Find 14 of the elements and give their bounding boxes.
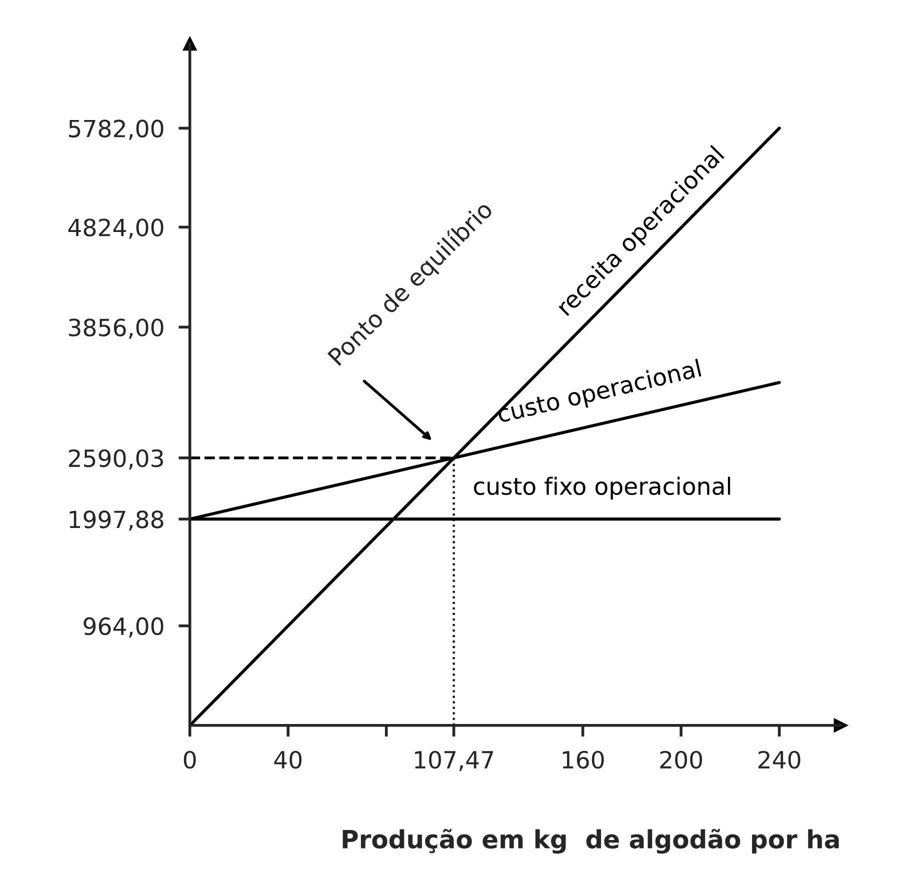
- x-tick-label: 40: [274, 750, 302, 769]
- y-tick-label: 964,00: [84, 617, 164, 638]
- series-label: custo fixo operacional: [474, 476, 730, 500]
- x-tick-label: 200: [660, 750, 702, 769]
- y-tick-label: 5782,00: [69, 120, 164, 140]
- y-tick-label: 3856,00: [69, 318, 164, 339]
- y-tick-label: 2590,03: [68, 449, 163, 470]
- x-tick-label: 160: [562, 750, 604, 769]
- y-tick-label: 4824,00: [68, 218, 164, 239]
- x-tick-label: 107,47: [415, 750, 494, 772]
- x-axis-title: Produção em kg de algodão por ha: [342, 828, 839, 854]
- y-tick-label: 1997,88: [70, 510, 164, 531]
- x-tick-label: 0: [184, 750, 196, 769]
- x-tick-label: 240: [758, 750, 800, 769]
